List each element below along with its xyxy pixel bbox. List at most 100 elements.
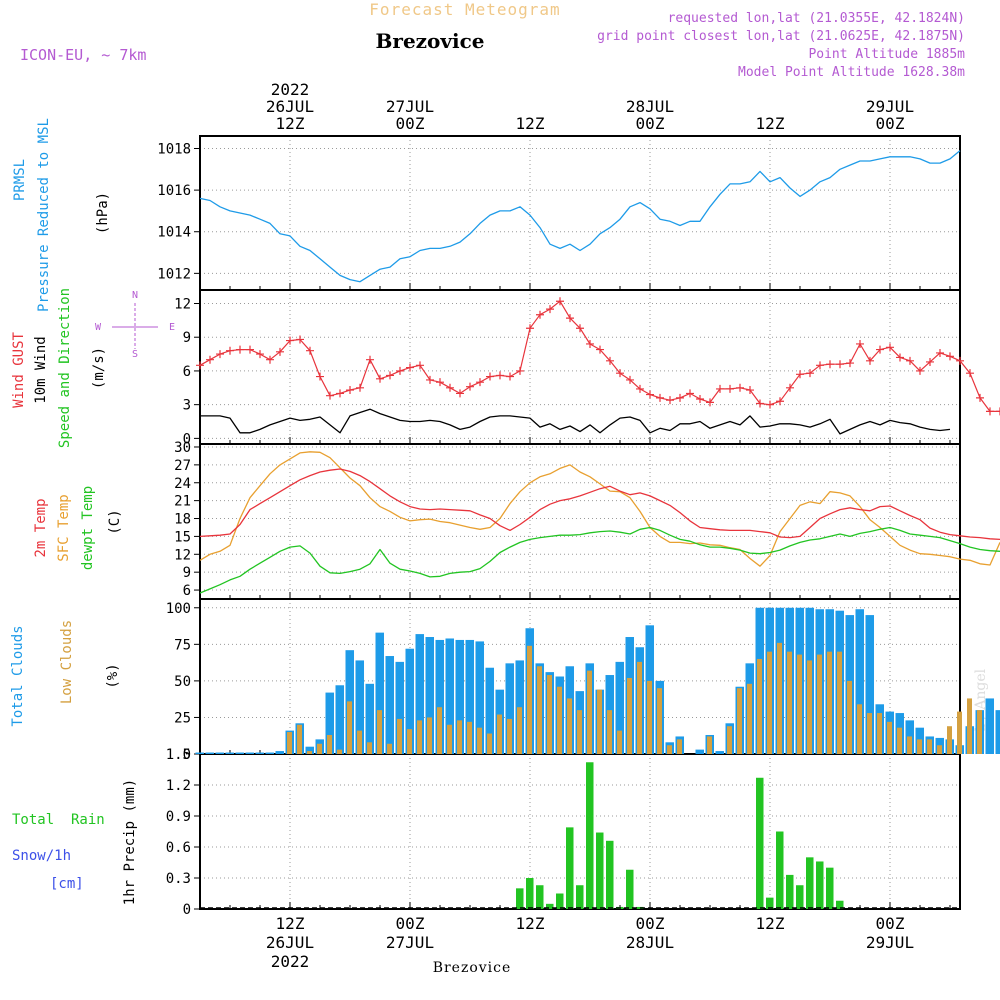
total-cloud-bar xyxy=(695,749,704,754)
temperature-frame xyxy=(199,443,961,600)
total-cloud-bar xyxy=(365,683,374,754)
low-cloud-bar xyxy=(767,651,772,754)
precip-ytick-label: 1.2 xyxy=(166,778,191,794)
gust-marker xyxy=(716,384,724,393)
wind-ytick-label: 6 xyxy=(183,364,191,380)
low-cloud-bar xyxy=(357,730,362,754)
gust-marker xyxy=(736,383,744,392)
gust-marker xyxy=(846,359,854,368)
total-cloud-bar xyxy=(395,661,404,754)
gust-marker xyxy=(646,390,654,399)
gust-marker xyxy=(296,335,304,344)
gust-marker xyxy=(456,389,464,398)
header-title: Forecast Meteogram xyxy=(369,0,560,19)
top-time-label: 00Z xyxy=(636,114,665,133)
gust-marker xyxy=(276,347,284,356)
total-cloud-bar xyxy=(375,632,384,754)
gust-marker xyxy=(556,297,564,306)
gust-marker xyxy=(876,345,884,354)
rain-bar xyxy=(536,885,544,909)
low-cloud-bar xyxy=(487,733,492,754)
top-time-label: 12Z xyxy=(756,114,785,133)
compass-south: S xyxy=(132,349,138,360)
header-model-altitude: Model Point Altitude 1628.38m xyxy=(738,65,965,80)
total-cloud-bar xyxy=(325,692,334,754)
gust-marker xyxy=(376,374,384,383)
low-cloud-bar xyxy=(477,727,482,754)
temperature-ytick-label: 30 xyxy=(174,440,191,456)
low-cloud-bar xyxy=(567,698,572,754)
total-cloud-bar xyxy=(615,661,624,754)
low-cloud-bar xyxy=(307,751,312,754)
total-cloud-bar xyxy=(865,615,874,754)
gust-marker xyxy=(476,378,484,387)
low-cloud-bar xyxy=(667,745,672,754)
low-cloud-bar xyxy=(327,734,332,754)
low-cloud-bar xyxy=(887,721,892,754)
low-cloud-bar xyxy=(367,742,372,754)
header-model: ICON-EU, ~ 7km xyxy=(20,46,146,64)
gust-marker xyxy=(916,366,924,375)
snow-unit-label: [cm] xyxy=(50,876,84,892)
gust-marker xyxy=(536,310,544,319)
gust-marker xyxy=(236,345,244,354)
total-cloud-bar xyxy=(455,639,464,754)
rain-bar xyxy=(556,893,564,909)
plot-layer: 1012101410161018036912691215182124273002… xyxy=(157,80,1000,971)
top-time-label: 00Z xyxy=(396,114,425,133)
low-cloud-bar xyxy=(817,654,822,754)
pressure-ytick-label: 1014 xyxy=(157,225,191,241)
low-cloud-bar xyxy=(447,724,452,754)
total-cloud-bar xyxy=(245,752,254,754)
rain-bar xyxy=(606,840,614,909)
low-cloud-bar xyxy=(637,661,642,754)
rain-bar xyxy=(566,827,574,909)
gust-marker xyxy=(666,396,674,405)
wind-ytick-label: 0 xyxy=(183,431,191,447)
gust-label: Wind GUST xyxy=(11,332,27,408)
low-cloud-bar xyxy=(927,739,932,754)
low-cloud-bar xyxy=(807,660,812,754)
gust-marker xyxy=(516,366,524,375)
prmsl-long-label: Pressure Reduced to MSL xyxy=(36,118,52,312)
gust-marker xyxy=(796,370,804,379)
gust-marker xyxy=(426,375,434,384)
wind10-label: 10m Wind xyxy=(33,336,49,403)
gust-marker xyxy=(406,363,414,372)
gust-marker xyxy=(446,383,454,392)
low-cloud-bar xyxy=(407,729,412,754)
header-place: Brezovice xyxy=(376,29,485,53)
total-cloud-bar xyxy=(305,746,314,754)
rain-bar xyxy=(526,878,534,909)
total-cloud-bar xyxy=(505,663,514,754)
bottom-time-label: 00Z xyxy=(396,914,425,933)
gust-marker xyxy=(436,378,444,387)
low-cloud-bar xyxy=(517,707,522,754)
low-cloud-bar xyxy=(607,710,612,754)
total-cloud-bar xyxy=(235,752,244,754)
rain-bar xyxy=(806,857,814,909)
gust-marker xyxy=(596,345,604,354)
low-cloud-bar xyxy=(347,701,352,754)
compass-east: E xyxy=(169,322,175,333)
gust-marker xyxy=(546,305,554,314)
gust-marker xyxy=(266,355,274,364)
gust-marker xyxy=(506,372,514,381)
low-cloud-bar xyxy=(527,645,532,754)
gust-marker xyxy=(986,407,994,416)
low-cloud-bar xyxy=(467,721,472,754)
clouds-ytick-label: 0 xyxy=(183,747,191,763)
gust-marker xyxy=(966,369,974,378)
gust-marker xyxy=(606,356,614,365)
prmsl-label: PRMSL xyxy=(12,159,28,201)
low-cloud-bar xyxy=(317,743,322,754)
gust-marker xyxy=(316,372,324,381)
rain-bar xyxy=(796,885,804,909)
tsfc-line xyxy=(199,451,1000,567)
low-cloud-bar xyxy=(977,710,982,754)
top-time-label: 12Z xyxy=(276,114,305,133)
gust-marker xyxy=(676,393,684,402)
header-requested: requested lon,lat (21.0355E, 42.1824N) xyxy=(668,11,965,26)
gust-marker xyxy=(906,356,914,365)
